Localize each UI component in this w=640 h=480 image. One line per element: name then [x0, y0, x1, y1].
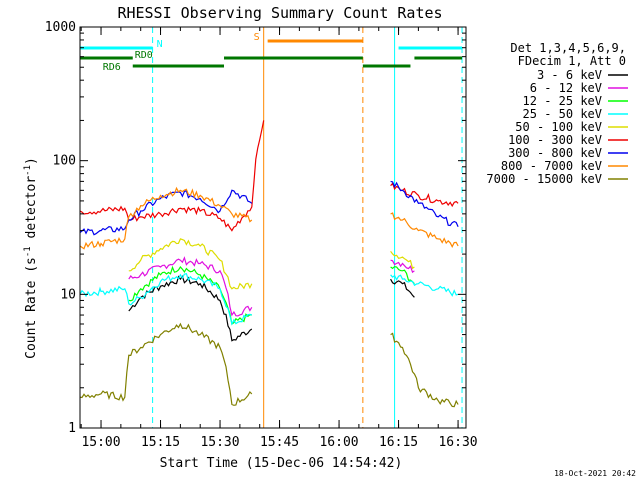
y-tick-label: 1 [68, 421, 76, 436]
y-tick-label: 1000 [45, 20, 76, 35]
state-bar-label: S [254, 32, 260, 43]
footer-date: 18-Oct-2021 20:42 [554, 469, 636, 478]
plot-area: N S RD0 RD6 [79, 27, 463, 428]
state-bar-label: RD0 [135, 50, 153, 61]
x-tick-label: 16:15 [379, 435, 418, 450]
x-tick-label: 16:30 [438, 435, 477, 450]
x-tick-label: 15:15 [141, 435, 180, 450]
legend-entry-label: 12 - 25 keV [523, 94, 602, 108]
legend: Det 1,3,4,5,6,9,FDecim 1, Att 03 - 6 keV… [486, 41, 628, 186]
series-line [79, 322, 459, 408]
x-axis-label: Start Time (15-Dec-06 14:54:42) [160, 456, 403, 471]
plot-frame [79, 26, 467, 429]
legend-header: FDecim 1, Att 0 [518, 54, 626, 68]
x-tick-label: 15:45 [260, 435, 299, 450]
legend-entry-label: 800 - 7000 keV [501, 159, 602, 173]
chart-title: RHESSI Observing Summary Count Rates [117, 4, 442, 22]
legend-entry-label: 7000 - 15000 keV [486, 172, 602, 186]
series-line [79, 120, 459, 232]
axes: 1 10 100 1000 15:00 15:15 15:30 15:45 16:00 16:15… [45, 20, 478, 450]
legend-entry-label: 3 - 6 keV [537, 68, 602, 82]
legend-entry-label: 6 - 12 keV [530, 81, 602, 95]
state-bar-label: RD6 [103, 62, 121, 73]
x-tick-label: 16:00 [319, 435, 358, 450]
legend-entry-label: 300 - 800 keV [508, 146, 602, 160]
x-tick-label: 15:00 [81, 435, 120, 450]
legend-entry-label: 100 - 300 keV [508, 133, 602, 147]
state-bar-label: N [157, 39, 163, 50]
legend-header: Det 1,3,4,5,6,9, [510, 41, 626, 55]
y-axis-label: Count Rate (s-1 detector-1) [23, 157, 39, 359]
y-tick-label: 10 [60, 287, 76, 302]
series-line [79, 180, 459, 236]
legend-entry-label: 25 - 50 keV [523, 107, 602, 121]
series-line [128, 265, 415, 325]
series-line [128, 238, 415, 290]
series-line [128, 256, 415, 317]
legend-entry-label: 50 - 100 keV [515, 120, 602, 134]
x-tick-label: 15:30 [200, 435, 239, 450]
series-line [79, 186, 459, 250]
series-line [79, 273, 459, 326]
y-tick-label: 100 [53, 154, 76, 169]
series-line [128, 275, 415, 342]
